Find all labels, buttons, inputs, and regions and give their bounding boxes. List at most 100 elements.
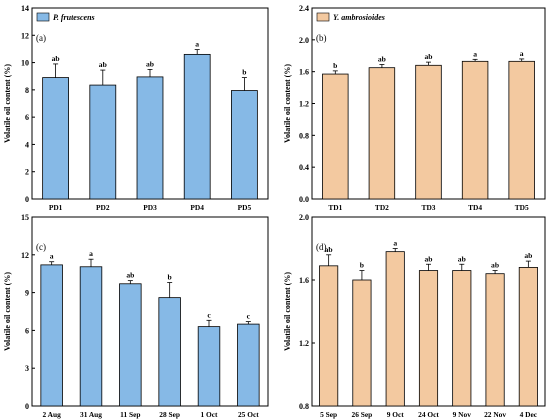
significance-label: ab — [524, 251, 532, 260]
x-tick-label: 5 Sep — [320, 410, 337, 419]
bar-pd4 — [183, 53, 211, 200]
chart-panel-a: 0 2 4 6 8 10 12 14 Volatile oil content (%) (a) P.… — [3, 4, 269, 212]
y-tick-label: 1.6 — [299, 68, 309, 77]
significance-label: a — [50, 252, 54, 261]
bar-td1 — [322, 73, 349, 200]
bar-26-sep — [352, 279, 372, 407]
y-tick-label: 3 — [25, 364, 29, 373]
bar-5-sep — [319, 265, 339, 407]
x-tick-label: PD4 — [190, 203, 204, 212]
x-tick-label: 4 Dec — [520, 410, 538, 419]
y-axis-label: Volatile oil content (%) — [3, 272, 12, 351]
bar-22-nov — [485, 273, 505, 407]
x-tick-label: 11 Sep — [120, 410, 140, 419]
bar-pd2 — [89, 84, 117, 200]
bar-pd5 — [231, 90, 258, 200]
y-tick-label: 14 — [21, 4, 29, 13]
bar-td2 — [368, 67, 396, 200]
y-tick-label: 6 — [25, 326, 29, 335]
y-tick-label: 0 — [25, 402, 29, 411]
significance-label: ab — [126, 271, 134, 280]
x-tick-label: 2 Aug — [43, 410, 62, 419]
x-tick-label: PD3 — [143, 203, 157, 212]
legend-swatch — [36, 12, 50, 22]
x-tick-label: TD4 — [468, 203, 482, 212]
x-tick-label: TD5 — [515, 203, 529, 212]
y-tick-label: 0.0 — [299, 195, 309, 204]
significance-label: a — [195, 40, 199, 49]
y-tick-label: 1.6 — [299, 276, 309, 285]
y-tick-label: 8 — [25, 86, 29, 95]
x-tick-label: 25 Oct — [238, 410, 259, 419]
significance-label: a — [89, 249, 93, 258]
plot-frame — [31, 216, 269, 407]
x-tick-label: TD2 — [375, 203, 389, 212]
legend-swatch — [316, 12, 330, 22]
significance-label: ab — [458, 254, 466, 263]
significance-label: ab — [424, 52, 432, 61]
bar-td3 — [415, 64, 442, 200]
bar-9-oct — [385, 251, 405, 407]
x-tick-label: 31 Aug — [80, 410, 102, 419]
significance-label: a — [393, 239, 397, 248]
y-tick-label: 0.8 — [299, 131, 309, 140]
x-tick-label: 22 Nov — [484, 410, 506, 419]
significance-label: b — [333, 61, 337, 70]
significance-label: ab — [99, 60, 107, 69]
y-tick-label: 0 — [25, 195, 29, 204]
y-tick-label: 12 — [21, 31, 29, 40]
bar-25-oct — [237, 323, 260, 407]
bar-4-dec — [518, 266, 538, 407]
x-tick-label: 26 Sep — [352, 410, 373, 419]
significance-label: ab — [325, 245, 333, 254]
y-tick-label: 2.0 — [299, 36, 309, 45]
chart-panel-c: 0 3 6 9 12 15 Volatile oil content (%) (c) a 2 Au… — [3, 213, 269, 419]
bar-pd3 — [136, 76, 164, 200]
x-tick-label: 24 Oct — [418, 410, 439, 419]
legend-label: P. frutescens — [53, 13, 95, 22]
significance-label: b — [242, 68, 246, 77]
y-tick-label: 12 — [21, 251, 29, 260]
significance-label: c — [207, 310, 211, 319]
y-tick-label: 15 — [21, 213, 29, 222]
bar-11-sep — [119, 283, 142, 407]
panel-label: (d) — [316, 242, 327, 252]
significance-label: a — [473, 49, 477, 58]
bar-9-nov — [452, 270, 472, 407]
significance-label: c — [247, 312, 251, 321]
y-tick-label: 10 — [21, 59, 29, 68]
significance-label: a — [520, 49, 524, 58]
chart-panel-b: 0.0 0.4 0.8 1.2 1.6 2.0 2.4 Volatile oil conten… — [283, 4, 546, 212]
x-tick-label: 9 Oct — [387, 410, 405, 419]
panel-label: (c) — [36, 242, 46, 252]
y-tick-label: 2 — [25, 168, 29, 177]
y-axis-label: Volatile oil content (%) — [283, 64, 292, 143]
x-tick-label: PD1 — [49, 203, 63, 212]
y-axis-label: Volatile oil content (%) — [3, 64, 12, 143]
x-tick-label: 1 Oct — [200, 410, 218, 419]
y-tick-label: 0.4 — [299, 163, 309, 172]
x-tick-label: TD3 — [422, 203, 436, 212]
y-axis-label: Volatile oil content (%) — [283, 272, 292, 351]
significance-label: ab — [146, 59, 154, 68]
x-tick-label: 9 Nov — [453, 410, 472, 419]
y-tick-label: 1.2 — [299, 100, 309, 109]
bar-1-oct — [197, 326, 221, 407]
bar-td5 — [508, 60, 535, 200]
panel-label: (a) — [36, 33, 46, 43]
significance-label: ab — [52, 54, 60, 63]
significance-label: b — [168, 273, 172, 282]
significance-label: ab — [378, 55, 386, 64]
bar-28-sep — [158, 297, 181, 407]
bar-24-oct — [418, 270, 439, 407]
bar-2-aug — [40, 264, 63, 407]
significance-label: ab — [491, 261, 499, 270]
y-tick-label: 6 — [25, 113, 29, 122]
x-tick-label: PD5 — [238, 203, 252, 212]
significance-label: ab — [424, 254, 432, 263]
x-tick-label: TD1 — [328, 203, 342, 212]
significance-label: b — [360, 261, 364, 270]
bar-pd1 — [42, 77, 69, 200]
